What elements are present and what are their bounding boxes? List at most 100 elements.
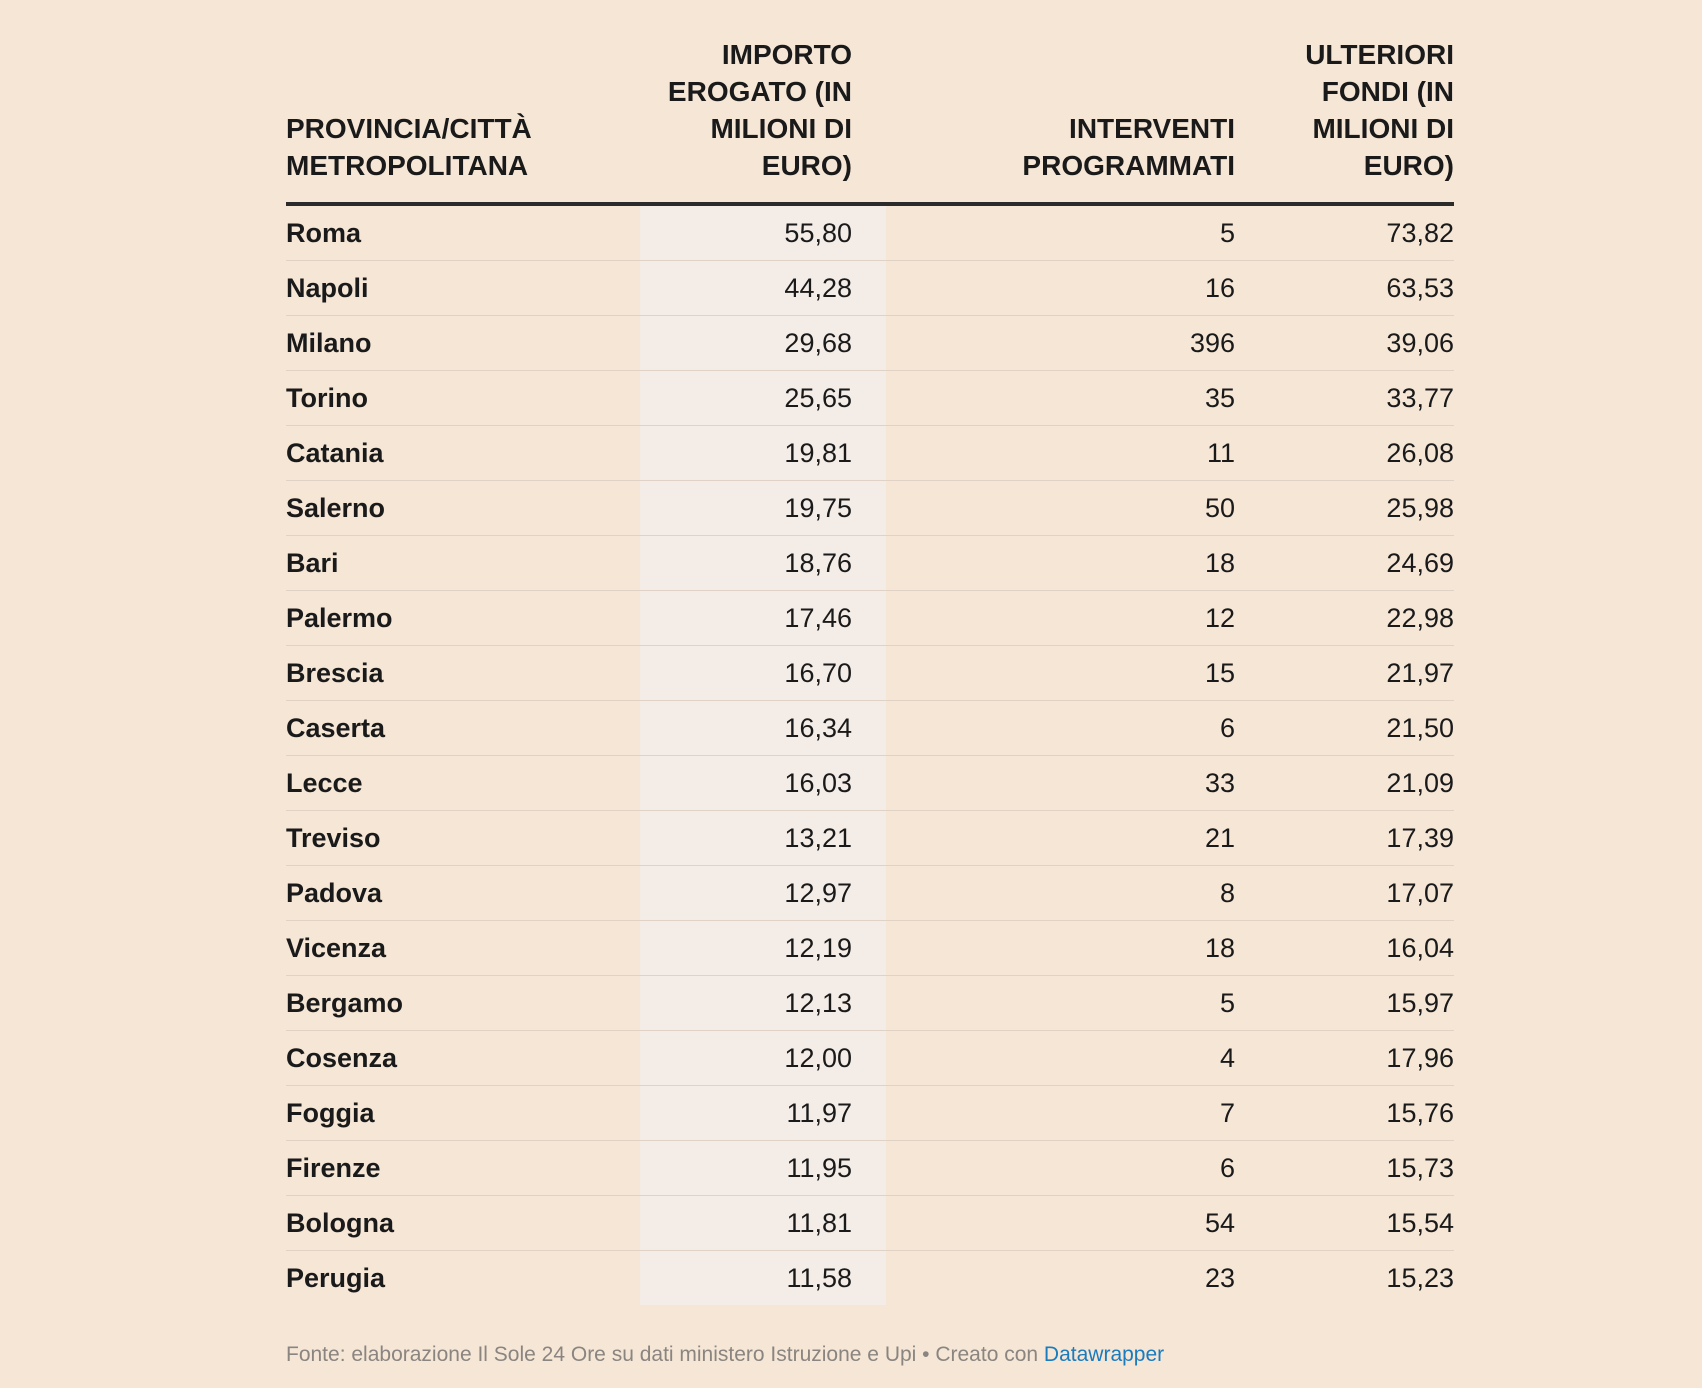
cell-interventi: 15	[886, 645, 1235, 701]
cell-interventi: 396	[886, 315, 1235, 371]
table-row: Foggia 11,97 7 15,76	[286, 1085, 1454, 1141]
cell-provincia: Milano	[286, 315, 640, 371]
header-row: PROVINCIA/CITTÀ METROPOLITANA IMPORTO ER…	[286, 36, 1454, 206]
cell-importo: 12,19	[640, 920, 886, 976]
cell-importo: 13,21	[640, 810, 886, 866]
cell-importo: 55,80	[640, 204, 886, 261]
cell-provincia: Palermo	[286, 590, 640, 646]
table-row: Lecce 16,03 33 21,09	[286, 755, 1454, 811]
table-header: PROVINCIA/CITTÀ METROPOLITANA IMPORTO ER…	[286, 36, 1454, 206]
cell-interventi: 16	[886, 260, 1235, 316]
data-table: PROVINCIA/CITTÀ METROPOLITANA IMPORTO ER…	[286, 36, 1454, 1305]
cell-fondi: 21,09	[1235, 755, 1454, 811]
cell-importo: 11,95	[640, 1140, 886, 1196]
cell-fondi: 73,82	[1235, 204, 1454, 261]
cell-importo: 19,75	[640, 480, 886, 536]
cell-provincia: Cosenza	[286, 1030, 640, 1086]
cell-interventi: 23	[1204, 1262, 1235, 1293]
cell-fondi: 21,97	[1235, 645, 1454, 701]
cell-fondi: 16,04	[1235, 920, 1454, 976]
cell-interventi: 33	[886, 755, 1235, 811]
cell-provincia: Catania	[286, 425, 640, 481]
cell-fondi: 17,96	[1235, 1030, 1454, 1086]
cell-fondi: 39,06	[1235, 315, 1454, 371]
table-row: Torino 25,65 35 33,77	[286, 370, 1454, 426]
cell-provincia: Torino	[286, 370, 640, 426]
source-text: Fonte: elaborazione Il Sole 24 Ore su da…	[286, 1343, 1044, 1366]
cell-importo: 16,34	[640, 700, 886, 756]
cell-provincia: Brescia	[286, 645, 640, 701]
cell-interventi: 6	[886, 1140, 1235, 1196]
column-header-provincia[interactable]: PROVINCIA/CITTÀ METROPOLITANA	[286, 36, 640, 206]
cell-importo: 11,97	[640, 1085, 886, 1141]
cell-fondi: 33,77	[1235, 370, 1454, 426]
cell-provincia: Perugia	[286, 1262, 386, 1293]
cell-importo: 19,81	[640, 425, 886, 481]
column-header-fondi[interactable]: ULTERIORI FONDI (IN MILIONI DI EURO)	[1235, 36, 1454, 206]
cell-importo: 44,28	[640, 260, 886, 316]
cell-provincia: Foggia	[286, 1085, 640, 1141]
table-row: Brescia 16,70 15 21,97	[286, 645, 1454, 701]
table-row: Perugia 11,58 23 15,23	[286, 1250, 1454, 1305]
column-header-importo[interactable]: IMPORTO EROGATO (IN MILIONI DI EURO)	[640, 36, 886, 206]
cell-provincia: Vicenza	[286, 920, 640, 976]
cell-interventi: 4	[886, 1030, 1235, 1086]
cell-interventi: 7	[886, 1085, 1235, 1141]
table-body: Roma 55,80 5 73,82 Napoli 44,28 16 63,53 Milano 2…	[286, 204, 1454, 1305]
table-row: Bologna 11,81 54 15,54	[286, 1195, 1454, 1251]
table-row: Bari 18,76 18 24,69	[286, 535, 1454, 591]
cell-fondi: 63,53	[1235, 260, 1454, 316]
table-row: Salerno 19,75 50 25,98	[286, 480, 1454, 536]
cell-provincia: Padova	[286, 865, 640, 921]
cell-interventi: 54	[886, 1195, 1235, 1251]
table-row: Palermo 17,46 12 22,98	[286, 590, 1454, 646]
cell-importo: 17,46	[640, 590, 886, 646]
cell-provincia: Caserta	[286, 700, 640, 756]
table-row: Treviso 13,21 21 17,39	[286, 810, 1454, 866]
cell-fondi: 15,54	[1235, 1195, 1454, 1251]
cell-provincia: Salerno	[286, 480, 640, 536]
cell-provincia: Lecce	[286, 755, 640, 811]
table-row: Catania 19,81 11 26,08	[286, 425, 1454, 481]
cell-importo: 25,65	[640, 370, 886, 426]
cell-fondi: 15,97	[1235, 975, 1454, 1031]
cell-fondi: 17,39	[1235, 810, 1454, 866]
cell-fondi: 21,50	[1235, 700, 1454, 756]
table-row: Padova 12,97 8 17,07	[286, 865, 1454, 921]
cell-fondi: 25,98	[1235, 480, 1454, 536]
cell-importo: 12,13	[640, 975, 886, 1031]
table-row: Cosenza 12,00 4 17,96	[286, 1030, 1454, 1086]
cell-fondi: 15,73	[1235, 1140, 1454, 1196]
cell-fondi: 24,69	[1235, 535, 1454, 591]
cell-provincia: Roma	[286, 204, 640, 261]
table-row: Caserta 16,34 6 21,50	[286, 700, 1454, 756]
cell-importo: 12,97	[640, 865, 886, 921]
cell-provincia: Treviso	[286, 810, 640, 866]
table-row: Napoli 44,28 16 63,53	[286, 260, 1454, 316]
cell-interventi: 18	[886, 535, 1235, 591]
table-container: PROVINCIA/CITTÀ METROPOLITANA IMPORTO ER…	[286, 36, 1454, 1305]
cell-provincia: Napoli	[286, 260, 640, 316]
datawrapper-link[interactable]: Datawrapper	[1043, 1343, 1165, 1366]
source-footer: Fonte: elaborazione Il Sole 24 Ore su da…	[286, 1343, 1164, 1367]
cell-provincia: Bergamo	[286, 975, 640, 1031]
table-row: Vicenza 12,19 18 16,04	[286, 920, 1454, 976]
cell-interventi: 11	[886, 425, 1235, 481]
cell-interventi: 5	[886, 975, 1235, 1031]
cell-importo: 11,81	[640, 1195, 886, 1251]
cell-importo: 11,58	[640, 1250, 886, 1305]
column-header-interventi[interactable]: INTERVENTI PROGRAMMATI	[886, 36, 1235, 206]
cell-provincia: Bari	[286, 535, 640, 591]
cell-importo: 12,00	[640, 1030, 886, 1086]
cell-interventi: 50	[886, 480, 1235, 536]
cell-importo: 16,70	[640, 645, 886, 701]
cell-fondi: 15,23	[1386, 1262, 1454, 1293]
table-row: Bergamo 12,13 5 15,97	[286, 975, 1454, 1031]
cell-interventi: 18	[886, 920, 1235, 976]
table-row: Roma 55,80 5 73,82	[286, 204, 1454, 261]
cell-fondi: 17,07	[1235, 865, 1454, 921]
cell-interventi: 12	[886, 590, 1235, 646]
cell-provincia: Firenze	[286, 1140, 640, 1196]
table-row: Firenze 11,95 6 15,73	[286, 1140, 1454, 1196]
table-row: Milano 29,68 396 39,06	[286, 315, 1454, 371]
